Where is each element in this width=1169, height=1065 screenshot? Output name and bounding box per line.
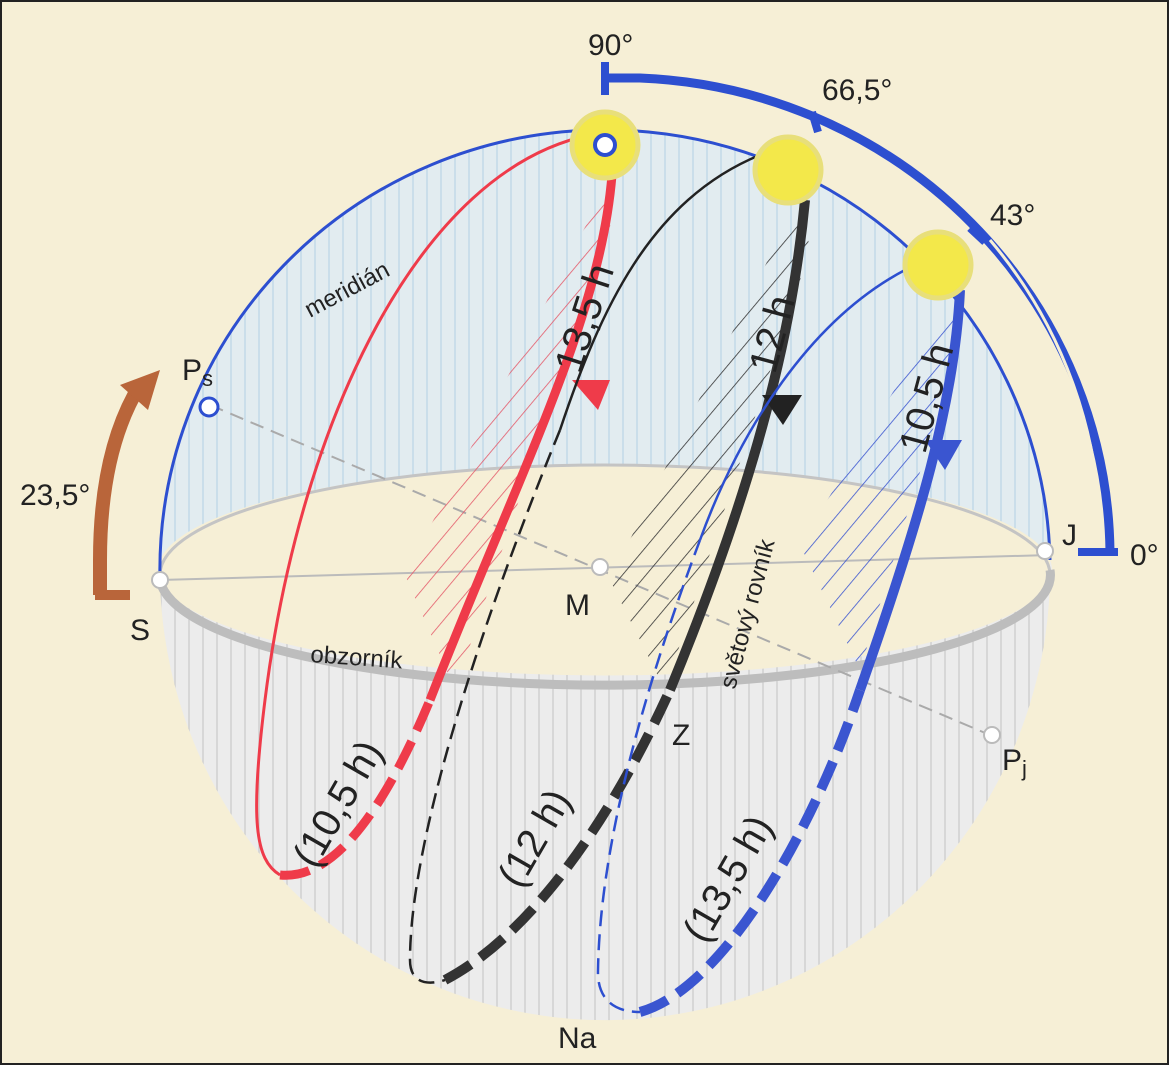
summer-path-night xyxy=(279,698,435,880)
winter-plane xyxy=(800,290,960,670)
label-sub: j xyxy=(1021,756,1027,781)
scale-gap xyxy=(988,239,1102,553)
horizon-front xyxy=(155,569,1055,690)
label-sub: s xyxy=(202,366,213,391)
pole-south xyxy=(983,726,1001,744)
south-point xyxy=(1036,542,1054,560)
angle-scale xyxy=(605,73,1115,553)
pole-north xyxy=(198,396,220,418)
summer-path-day xyxy=(425,174,617,702)
equinox-path-night xyxy=(442,687,675,985)
label-main: P xyxy=(1002,744,1022,777)
center-point xyxy=(591,558,609,576)
angle-label: 23,5° xyxy=(20,479,90,512)
north-point xyxy=(151,571,169,589)
tilt-arrow-head xyxy=(120,370,160,410)
point-label: Na xyxy=(558,1022,597,1055)
equinox-path-back xyxy=(558,153,761,431)
sun-equinox xyxy=(752,134,824,206)
upper-hatching xyxy=(158,129,1050,580)
point-label: Pj xyxy=(1002,744,1027,781)
angle-label: 43° xyxy=(990,199,1035,232)
label-main: P xyxy=(182,354,202,387)
point-label: Ps xyxy=(182,354,213,391)
winter-path-back-dashed xyxy=(596,539,702,1014)
point-label: M xyxy=(565,589,590,622)
equinox-path-back-dashed xyxy=(408,429,562,984)
arrow xyxy=(762,395,802,425)
winter-path-night xyxy=(638,688,865,1017)
winter-path-back xyxy=(698,268,906,541)
summer-plane xyxy=(405,175,612,690)
angle-label: 90° xyxy=(588,29,633,62)
arrow xyxy=(925,440,962,470)
angle-label: 0° xyxy=(1130,539,1159,572)
angle-label: 66,5° xyxy=(822,74,892,107)
point-label: J xyxy=(1062,519,1077,552)
point-label: Z xyxy=(672,719,690,752)
arrow xyxy=(572,380,610,410)
point-label: S xyxy=(130,614,150,647)
lower-hatching xyxy=(160,560,1052,1021)
sun-winter xyxy=(902,229,974,301)
summer-path-back xyxy=(255,133,591,877)
winter-path-day xyxy=(855,289,965,692)
circle-label: obzorník xyxy=(310,641,405,674)
tick-66 xyxy=(808,110,822,134)
zenith-point xyxy=(593,133,617,157)
equinox-plane xyxy=(610,195,810,690)
tilt-arrow xyxy=(93,381,146,595)
tick-43 xyxy=(967,225,988,245)
equinox-path-day xyxy=(665,199,810,692)
